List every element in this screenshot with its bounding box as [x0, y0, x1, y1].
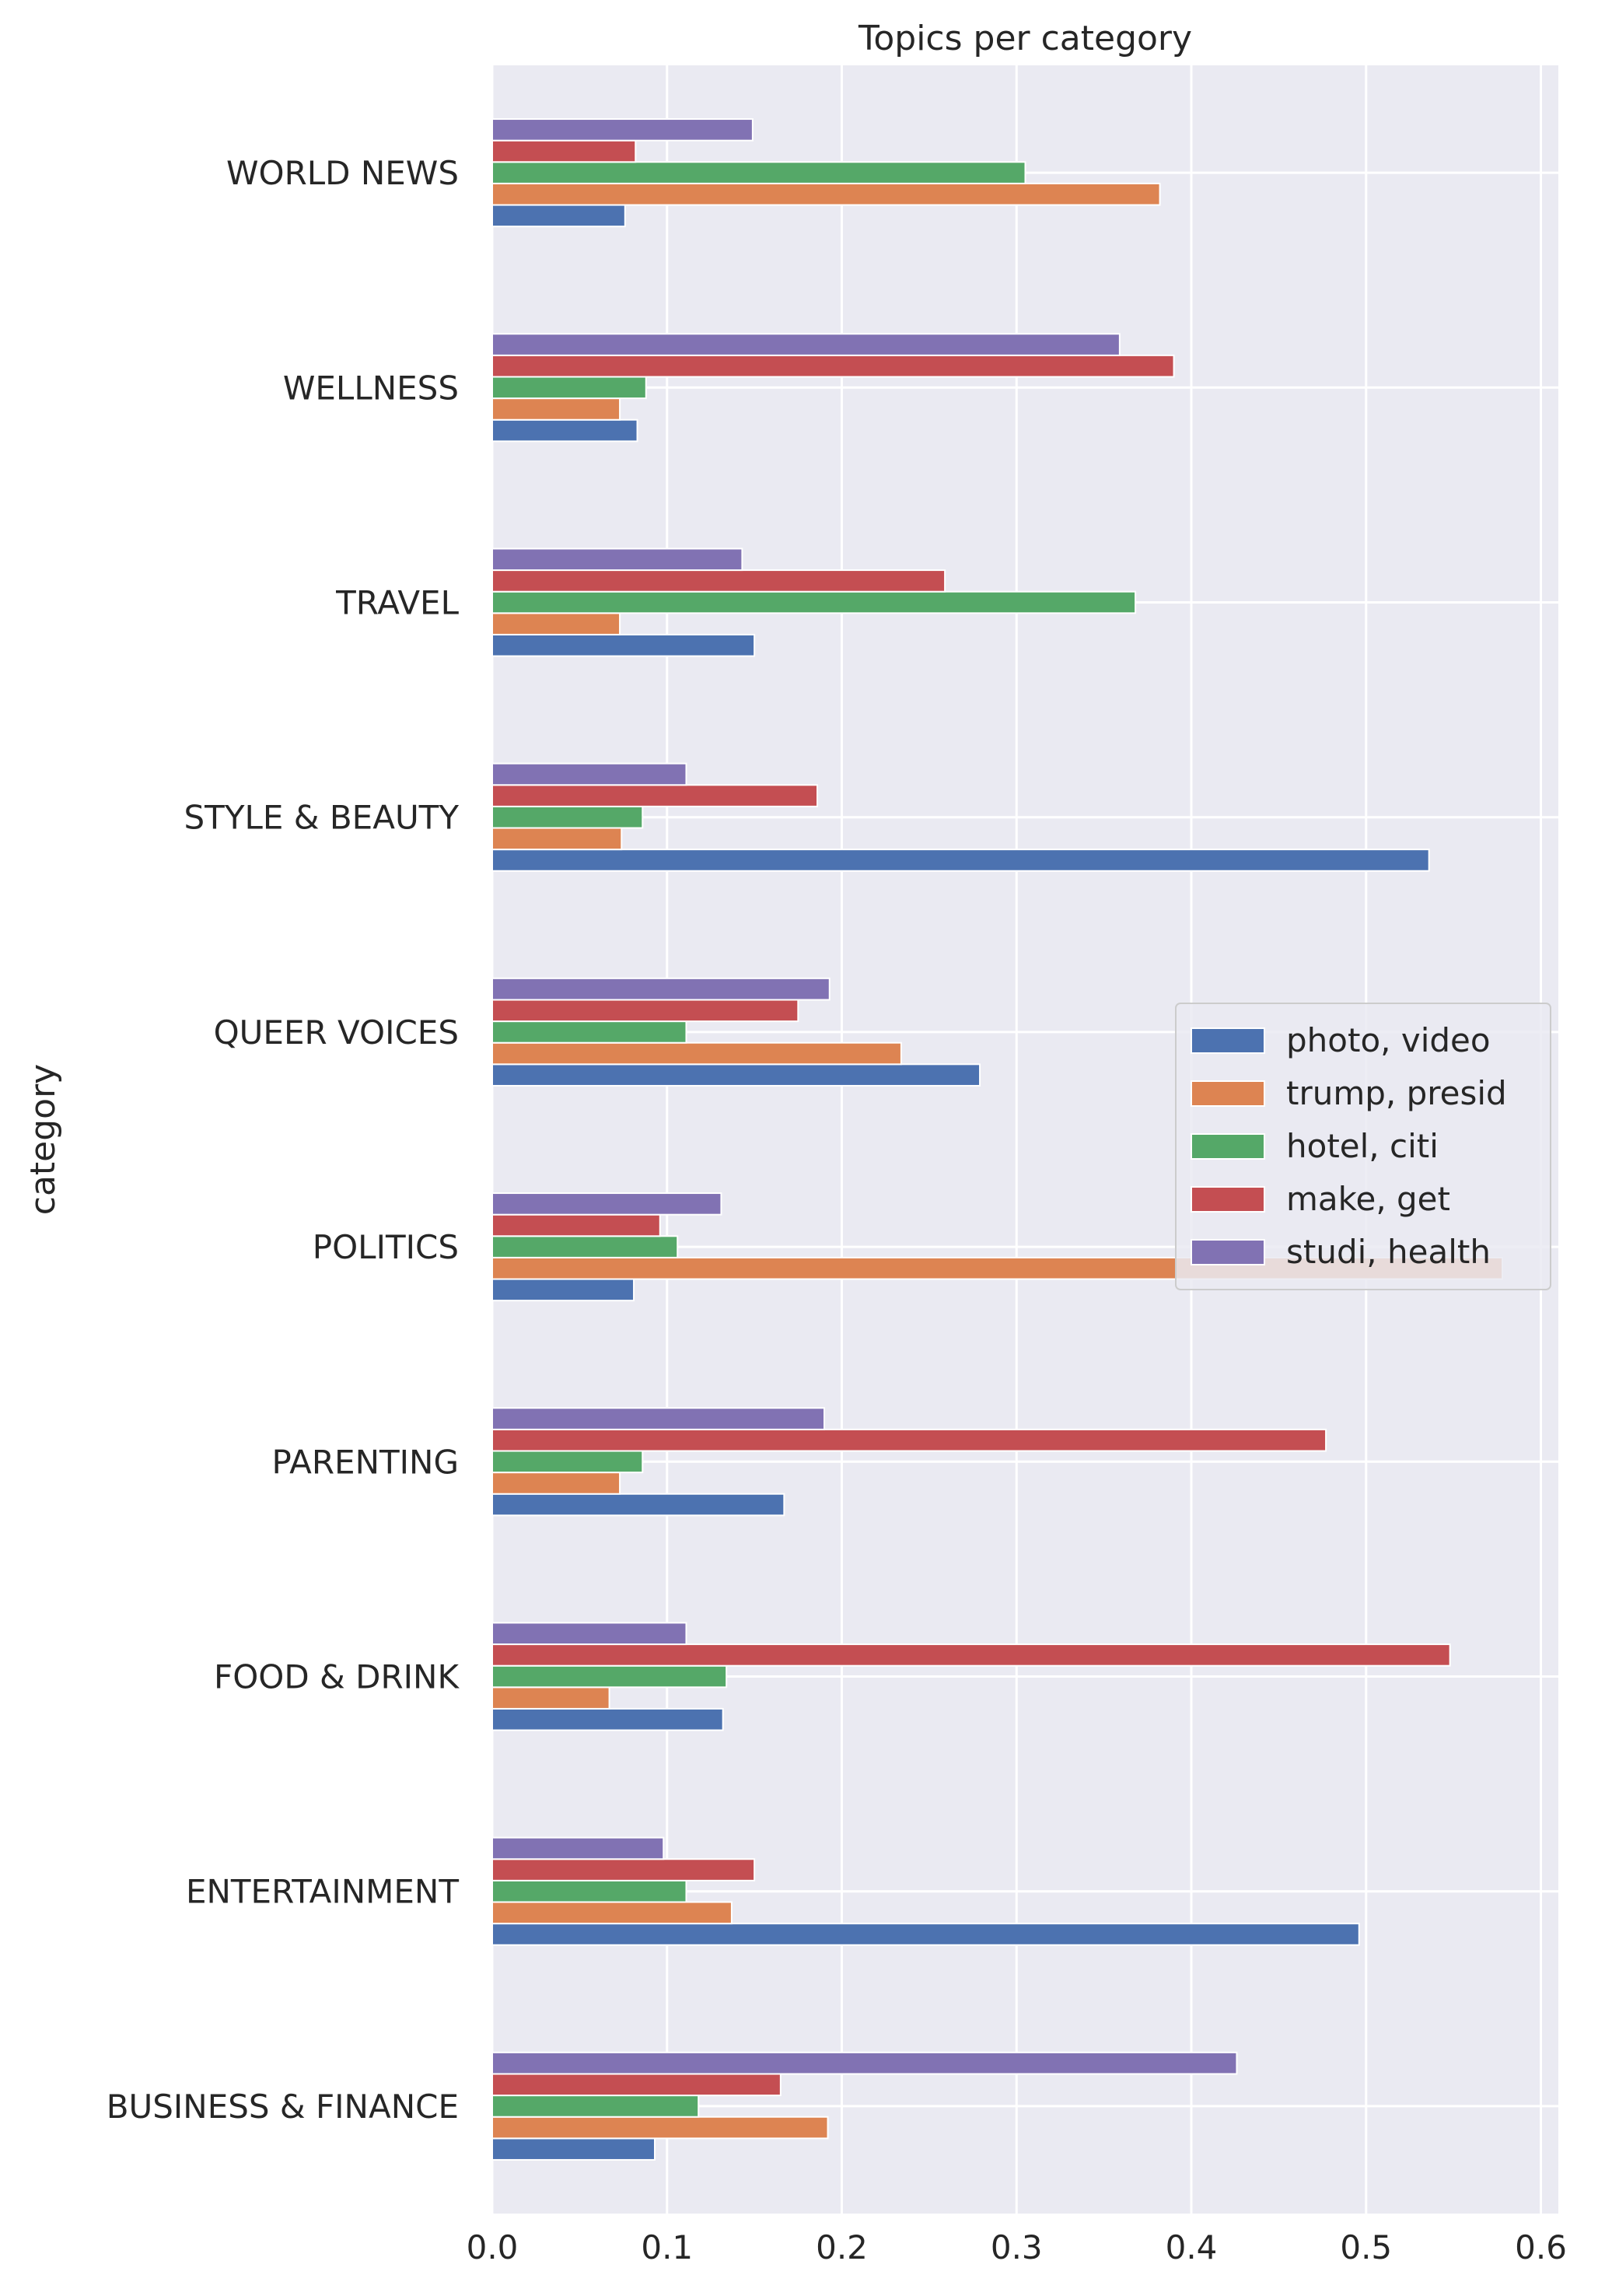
bar — [491, 805, 644, 829]
bar — [491, 161, 1026, 184]
legend-label: studi, health — [1286, 1233, 1491, 1271]
bar — [491, 2051, 1238, 2075]
legend-label: hotel, citi — [1286, 1127, 1439, 1165]
bar — [491, 333, 1121, 356]
x-tick-label: 0.0 — [467, 2228, 519, 2266]
x-tick-label: 0.5 — [1340, 2228, 1392, 2266]
bar — [491, 418, 638, 443]
y-tick-label: TRAVEL — [335, 584, 459, 622]
legend-label: trump, presid — [1286, 1074, 1507, 1112]
bar — [491, 1428, 1327, 1452]
legend-swatch — [1191, 1186, 1265, 1213]
bar — [491, 1041, 902, 1066]
x-tick-label: 0.4 — [1166, 2228, 1218, 2266]
legend-swatch — [1191, 1027, 1265, 1054]
bar — [491, 1643, 1451, 1667]
y-tick-label: WORLD NEWS — [226, 154, 459, 192]
bar — [491, 1836, 665, 1860]
legend-swatch — [1191, 1239, 1265, 1265]
y-tick-label: WELLNESS — [283, 369, 459, 407]
y-tick-label: POLITICS — [313, 1228, 459, 1266]
bar — [491, 354, 1175, 378]
bar — [491, 1235, 679, 1258]
bar — [491, 1622, 687, 1646]
bar — [491, 1686, 610, 1710]
legend-swatch — [1191, 1133, 1265, 1160]
bar — [491, 1879, 687, 1903]
bar — [491, 999, 799, 1023]
bar — [491, 548, 743, 572]
legend-swatch — [1191, 1080, 1265, 1107]
x-tick-label: 0.1 — [641, 2228, 693, 2266]
bar — [491, 1858, 756, 1881]
y-tick-label: FOOD & DRINK — [214, 1658, 460, 1696]
bar — [491, 2073, 782, 2097]
bar — [491, 1664, 728, 1689]
bar — [491, 569, 946, 593]
bar — [491, 1063, 981, 1087]
bar — [491, 118, 754, 142]
y-tick-label: BUSINESS & FINANCE — [107, 2088, 459, 2126]
bar — [491, 977, 830, 1001]
bar — [491, 397, 621, 421]
bar — [491, 376, 647, 400]
chart-title: Topics per category — [858, 19, 1192, 58]
x-tick-label: 0.2 — [816, 2228, 868, 2266]
bars — [491, 118, 1504, 2161]
bar — [491, 1707, 724, 1731]
x-tick-label: 0.3 — [991, 2228, 1043, 2266]
bar — [491, 590, 1137, 614]
bar — [491, 182, 1161, 206]
bar — [491, 2116, 829, 2140]
bar — [491, 1472, 621, 1495]
bar — [491, 1493, 785, 1517]
y-axis: WORLD NEWS WELLNESS TRAVEL STYLE & BEAUTY QU… — [107, 154, 460, 2126]
y-tick-label: STYLE & BEAUTY — [184, 799, 460, 837]
bar — [491, 612, 621, 635]
y-tick-label: QUEER VOICES — [214, 1013, 459, 1052]
bar — [491, 784, 819, 807]
bar — [491, 1020, 687, 1044]
bar — [491, 849, 1430, 872]
bar — [491, 1213, 661, 1237]
y-axis-label: category — [23, 1064, 63, 1215]
bar — [491, 762, 687, 786]
bar — [491, 633, 756, 657]
legend-frame — [1175, 1003, 1551, 1290]
x-tick-label: 0.6 — [1515, 2228, 1567, 2266]
bar — [491, 1407, 826, 1430]
legend-label: photo, video — [1286, 1021, 1491, 1059]
bar — [491, 204, 626, 228]
y-tick-label: PARENTING — [271, 1443, 459, 1481]
bar — [491, 139, 637, 163]
x-axis: 0.0 0.1 0.2 0.3 0.4 0.5 0.6 — [467, 2228, 1567, 2266]
bar — [491, 1450, 644, 1474]
bar — [491, 1901, 733, 1925]
bar — [491, 1278, 635, 1302]
bar — [491, 1192, 722, 1216]
bar — [491, 2095, 700, 2118]
legend-label: make, get — [1286, 1180, 1450, 1218]
bar — [491, 1923, 1360, 1946]
bar — [491, 2137, 656, 2161]
bar — [491, 827, 623, 851]
y-tick-label: ENTERTAINMENT — [186, 1873, 459, 1911]
legend: photo, video trump, presid hotel, citi make… — [1175, 1003, 1551, 1290]
